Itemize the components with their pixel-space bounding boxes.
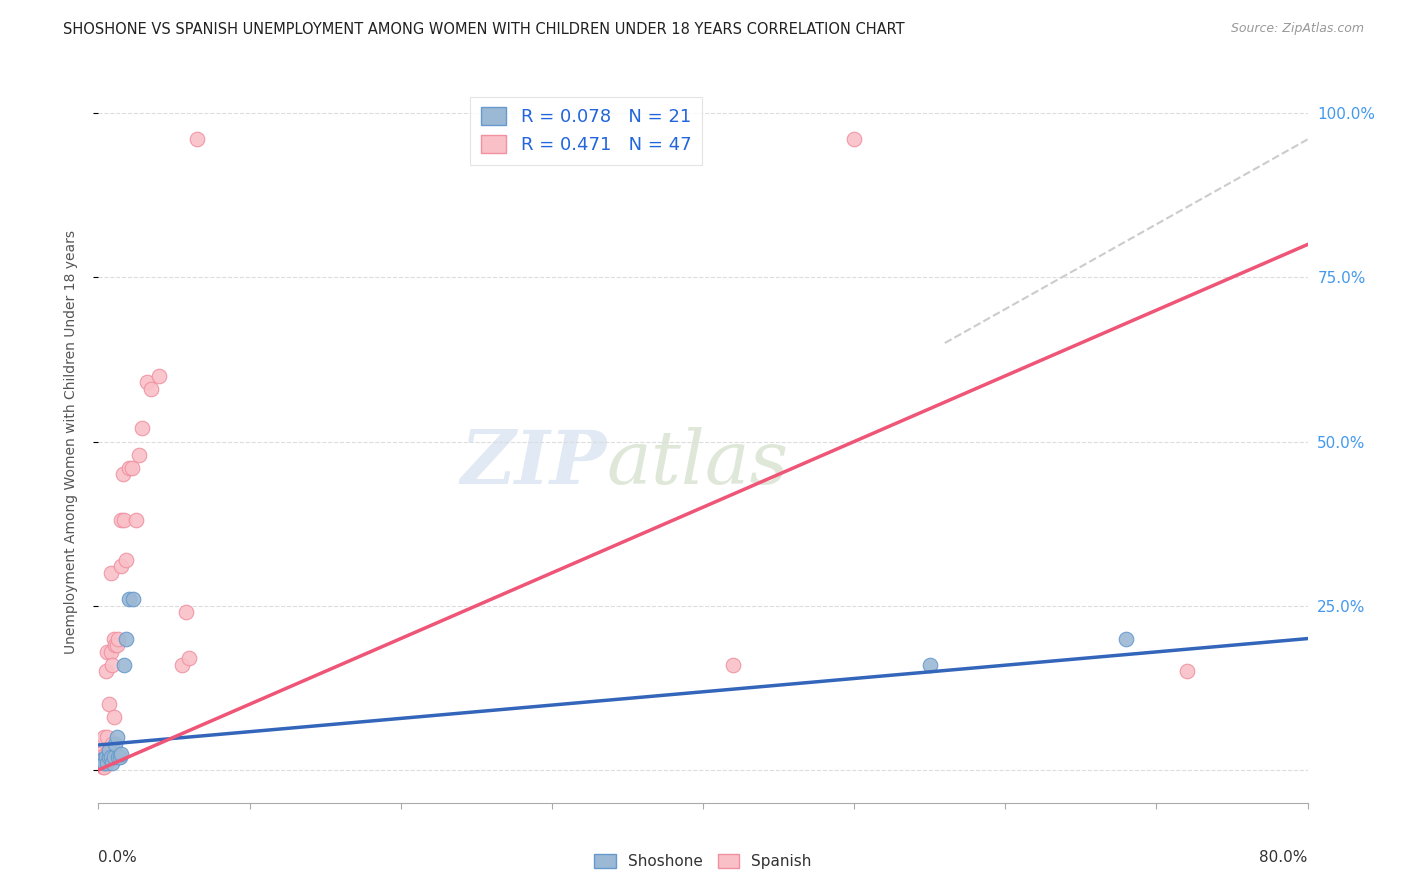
Point [128,448,150,462]
Point [98,749,121,764]
Y-axis label: Unemployment Among Women with Children Under 18 years: Unemployment Among Women with Children U… [63,229,77,654]
Point [104,737,127,751]
Point [110,559,132,574]
Point [103,710,125,724]
Point [104,638,127,652]
Point [94,665,117,679]
Point [94,747,117,761]
Point [91,753,114,767]
Point [101,737,124,751]
Point [105,730,128,744]
Point [844,132,866,146]
Point [98,743,121,757]
Point [91,753,114,767]
Point [98,743,121,757]
Point [91,760,114,774]
Point [135,376,157,390]
Text: Source: ZipAtlas.com: Source: ZipAtlas.com [1230,22,1364,36]
Point [141,382,163,396]
Point [118,592,141,607]
Point [112,657,135,672]
Point [110,513,132,527]
Point [100,743,122,757]
Text: atlas: atlas [606,427,789,500]
Point [110,747,132,761]
Point [101,657,124,672]
Point [131,421,153,435]
Point [1115,632,1137,646]
Point [93,760,115,774]
Point [89,753,111,767]
Point [89,747,111,761]
Point [101,756,124,771]
Point [122,592,145,607]
Text: 80.0%: 80.0% [1260,850,1308,864]
Point [179,651,201,665]
Point [100,749,122,764]
Point [1175,665,1198,679]
Point [148,368,170,383]
Point [107,749,129,764]
Legend: R = 0.078   N = 21, R = 0.471   N = 47: R = 0.078 N = 21, R = 0.471 N = 47 [470,96,702,165]
Point [111,467,134,482]
Text: 0.0%: 0.0% [98,850,138,864]
Point [89,756,111,771]
Point [98,749,121,764]
Point [125,513,148,527]
Point [100,566,122,580]
Text: SHOSHONE VS SPANISH UNEMPLOYMENT AMONG WOMEN WITH CHILDREN UNDER 18 YEARS CORREL: SHOSHONE VS SPANISH UNEMPLOYMENT AMONG W… [63,22,905,37]
Legend: Shoshone, Spanish: Shoshone, Spanish [588,847,818,875]
Point [105,638,128,652]
Point [93,756,115,771]
Point [94,749,117,764]
Point [186,132,208,146]
Point [723,657,745,672]
Point [96,730,118,744]
Text: ZIP: ZIP [460,427,606,500]
Point [98,698,121,712]
Point [103,632,125,646]
Point [114,553,136,567]
Point [121,460,143,475]
Point [108,749,131,764]
Point [112,513,135,527]
Point [94,749,117,764]
Point [103,749,125,764]
Point [118,460,141,475]
Point [170,657,193,672]
Point [96,645,118,659]
Point [90,756,112,771]
Point [87,749,110,764]
Point [93,730,115,744]
Point [107,632,129,646]
Point [174,605,197,619]
Point [918,657,941,672]
Point [114,632,136,646]
Point [96,756,118,771]
Point [100,645,122,659]
Point [90,749,112,764]
